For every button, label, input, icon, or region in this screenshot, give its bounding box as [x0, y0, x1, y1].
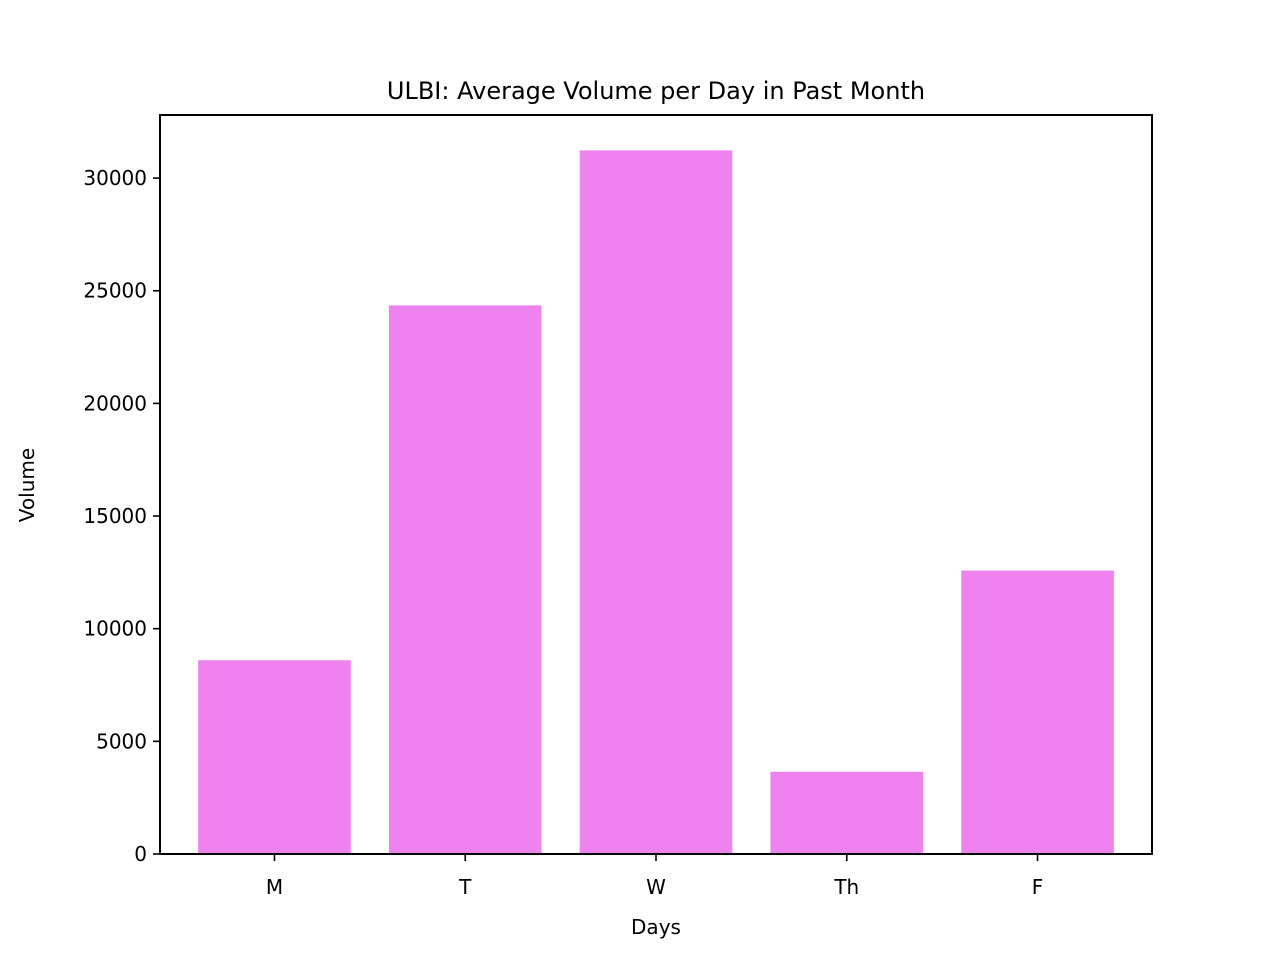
y-tick-label: 15000 [83, 504, 147, 528]
y-tick-label: 10000 [83, 617, 147, 641]
chart-title: ULBI: Average Volume per Day in Past Mon… [387, 77, 925, 105]
bar-w [579, 150, 733, 854]
bars-layer [198, 150, 1114, 854]
x-tick-label-m: M [266, 875, 283, 899]
x-tick-label-w: W [646, 875, 666, 899]
y-tick-label: 0 [134, 842, 147, 866]
bar-th [770, 771, 924, 854]
bar-f [961, 570, 1114, 854]
bar-t [388, 305, 542, 854]
y-axis-ticks: 0 5000 10000 15000 20000 25000 30000 [83, 166, 160, 866]
y-tick-label: 20000 [83, 391, 147, 415]
x-axis-ticks: M T W Th F [266, 854, 1043, 899]
y-tick-label: 30000 [83, 166, 147, 190]
x-tick-label-th: Th [833, 875, 859, 899]
y-tick-label: 25000 [83, 279, 147, 303]
x-tick-label-t: T [458, 875, 472, 899]
x-axis-label: Days [631, 915, 681, 939]
y-axis-label: Volume [15, 448, 39, 522]
x-tick-label-f: F [1032, 875, 1044, 899]
bar-m [198, 660, 351, 854]
y-tick-label: 5000 [96, 729, 147, 753]
